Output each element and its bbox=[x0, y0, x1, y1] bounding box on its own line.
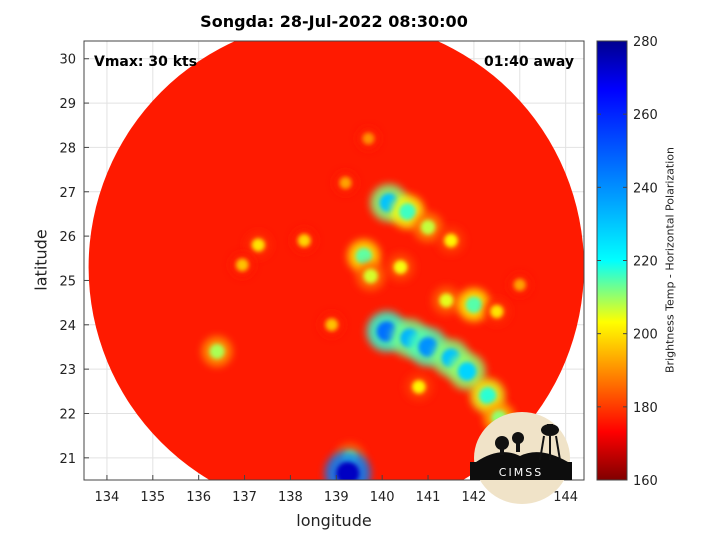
feature-core bbox=[479, 387, 497, 405]
colorbar-tick-label: 280 bbox=[633, 35, 658, 50]
x-tick-label: 141 bbox=[416, 490, 441, 505]
feature-core bbox=[412, 380, 426, 394]
chart-title: Songda: 28-Jul-2022 08:30:00 bbox=[200, 12, 468, 31]
feature-core bbox=[418, 337, 438, 357]
vmax-annotation: Vmax: 30 kts bbox=[94, 54, 198, 70]
y-tick-label: 26 bbox=[59, 230, 76, 245]
y-tick-label: 28 bbox=[59, 141, 76, 156]
feature-core bbox=[235, 258, 249, 272]
feature-core bbox=[362, 132, 375, 145]
colorbar-label: Brightness Temp - Horizontal Polarizatio… bbox=[663, 147, 677, 373]
x-tick-label: 136 bbox=[186, 490, 211, 505]
feature-core bbox=[209, 343, 225, 359]
y-tick-label: 24 bbox=[59, 319, 76, 334]
feature-core bbox=[393, 260, 408, 275]
y-tick-label: 27 bbox=[59, 186, 76, 201]
y-axis-ticks: 21 22 23 24 25 26 27 28 29 30 bbox=[59, 53, 89, 467]
y-tick-label: 23 bbox=[59, 363, 76, 378]
convection-features bbox=[201, 126, 532, 480]
colorbar-ticks: 160 180 200 220 240 260 280 bbox=[597, 35, 658, 489]
feature-core bbox=[398, 203, 416, 221]
colorbar-tick-label: 260 bbox=[633, 108, 658, 123]
colorbar-tick-label: 200 bbox=[633, 328, 658, 343]
logo-text: CIMSS bbox=[499, 466, 543, 479]
colorbar bbox=[596, 40, 628, 481]
x-tick-label: 140 bbox=[370, 490, 395, 505]
y-tick-label: 22 bbox=[59, 407, 76, 422]
feature-core bbox=[339, 176, 352, 189]
y-tick-label: 21 bbox=[59, 452, 76, 467]
x-tick-label: 137 bbox=[232, 490, 257, 505]
feature-core bbox=[465, 296, 483, 314]
feature-core bbox=[325, 318, 339, 332]
x-tick-label: 144 bbox=[553, 490, 578, 505]
feature-core bbox=[336, 461, 360, 480]
feature-core bbox=[490, 304, 504, 319]
feature-core bbox=[297, 234, 311, 248]
y-tick-label: 25 bbox=[59, 274, 76, 289]
x-tick-label: 134 bbox=[95, 490, 120, 505]
x-tick-label: 142 bbox=[461, 490, 486, 505]
feature-core bbox=[251, 238, 265, 252]
feature-core bbox=[513, 278, 526, 291]
feature-core bbox=[457, 362, 477, 381]
colorbar-tick-label: 240 bbox=[633, 181, 658, 196]
feature-core bbox=[439, 293, 454, 308]
x-axis-ticks: 134135136137138139140141142143144 bbox=[95, 475, 578, 505]
time-away-annotation: 01:40 away bbox=[484, 54, 574, 70]
colorbar-tick-label: 180 bbox=[633, 401, 658, 416]
x-tick-label: 138 bbox=[278, 490, 303, 505]
y-axis-label: latitude bbox=[31, 229, 51, 291]
feature-core bbox=[420, 219, 436, 235]
colorbar-tick-label: 160 bbox=[633, 474, 658, 489]
y-tick-label: 29 bbox=[59, 97, 76, 112]
y-tick-label: 30 bbox=[59, 53, 76, 68]
plot-frame bbox=[83, 40, 585, 481]
colorbar-tick-label: 220 bbox=[633, 255, 658, 270]
feature-core bbox=[355, 247, 372, 265]
x-axis-label: longitude bbox=[296, 511, 372, 530]
x-tick-label: 139 bbox=[324, 490, 349, 505]
cimss-logo: CIMSS bbox=[470, 412, 572, 504]
feature-core bbox=[444, 233, 458, 248]
feature-core bbox=[363, 268, 378, 284]
x-tick-label: 135 bbox=[140, 490, 165, 505]
